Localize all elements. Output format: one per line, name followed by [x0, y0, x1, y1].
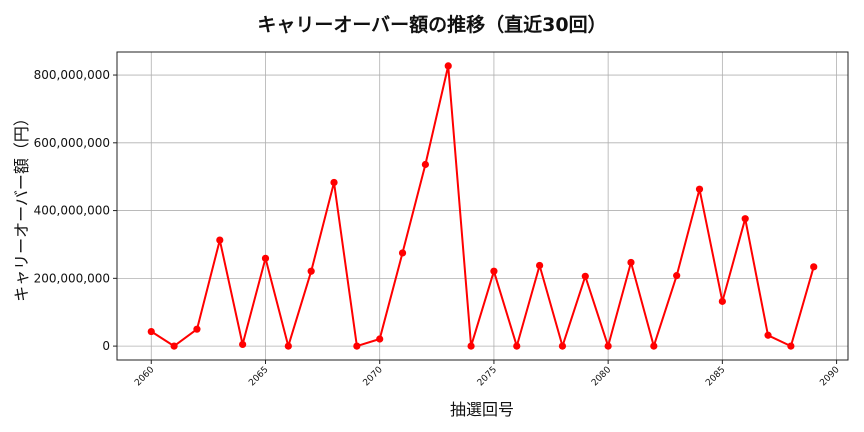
x-tick-label: 2060 — [133, 365, 156, 388]
data-point-marker — [284, 342, 292, 350]
data-point-marker — [673, 272, 681, 280]
x-axis-ticks: 2060 2065 2070 2075 2080 2085 2090 — [133, 360, 842, 388]
data-point-marker — [353, 342, 361, 350]
data-point-marker — [216, 236, 224, 244]
y-tick-label: 800,000,000 — [34, 68, 110, 82]
x-tick-label: 2090 — [818, 365, 841, 388]
y-tick-label: 400,000,000 — [34, 204, 110, 218]
data-point-marker — [695, 185, 704, 193]
x-tick-label: 2085 — [704, 365, 727, 388]
data-point-marker — [513, 342, 521, 350]
data-point-marker — [330, 178, 338, 187]
data-point-marker — [558, 342, 567, 350]
data-point-marker — [536, 261, 544, 270]
axes-frame — [116, 51, 849, 361]
series-line — [150, 64, 815, 348]
data-point-marker — [444, 62, 452, 70]
y-tick-label: 0 — [102, 339, 110, 353]
data-point-marker — [627, 258, 635, 267]
data-series — [147, 62, 818, 350]
data-point-marker — [398, 249, 407, 257]
y-tick-label: 200,000,000 — [34, 271, 110, 285]
data-point-marker — [467, 342, 475, 350]
data-point-marker — [193, 325, 201, 333]
data-point-marker — [718, 297, 726, 305]
data-point-marker — [147, 327, 155, 336]
chart-title: キャリーオーバー額の推移（直近30回） — [257, 14, 607, 36]
y-tick-label: 600,000,000 — [34, 136, 110, 150]
x-tick-label: 2070 — [362, 365, 385, 388]
data-point-marker — [764, 331, 772, 339]
data-point-marker — [239, 340, 247, 349]
x-tick-label: 2075 — [476, 365, 499, 388]
data-point-marker — [581, 272, 589, 280]
data-point-marker — [741, 215, 749, 223]
data-point-marker — [810, 263, 818, 271]
x-tick-label: 2080 — [590, 365, 613, 388]
data-point-marker — [490, 267, 498, 275]
data-point-marker — [376, 335, 384, 343]
x-axis-label: 抽選回号 — [449, 400, 515, 419]
data-point-marker — [170, 342, 178, 350]
data-point-marker — [307, 267, 315, 275]
data-point-marker — [421, 160, 429, 169]
data-point-marker — [604, 342, 612, 350]
x-tick-label: 2065 — [247, 365, 270, 388]
data-point-marker — [787, 342, 795, 350]
grid-lines — [117, 52, 848, 360]
data-point-marker — [261, 254, 270, 262]
y-axis-ticks: 0 200,000,000 400,000,000 600,000,000 800,00… — [34, 68, 117, 353]
data-point-marker — [650, 342, 658, 350]
